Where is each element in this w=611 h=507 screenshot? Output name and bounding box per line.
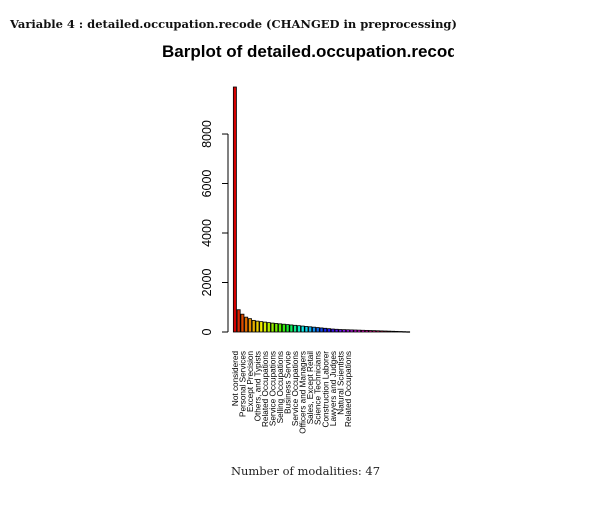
bar — [281, 323, 286, 333]
category-label: Personal Services — [238, 351, 247, 417]
y-tick-label: 6000 — [200, 170, 214, 198]
bar — [368, 330, 373, 333]
bar — [274, 323, 279, 333]
bar — [357, 329, 362, 333]
bars-group — [232, 86, 411, 333]
bar — [240, 313, 245, 333]
modalities-count: Number of modalities: 47 — [230, 464, 381, 478]
bar — [300, 325, 305, 333]
bar — [266, 322, 271, 333]
y-axis: 0 2000 4000 6000 8000 — [200, 120, 229, 335]
category-label: Related Occupations — [344, 351, 353, 427]
y-tick-label: 2000 — [200, 269, 214, 297]
category-label: Natural Scientists — [336, 351, 345, 415]
bar — [338, 329, 343, 333]
category-label: Construction Laborer — [321, 351, 330, 428]
category-label: Sales, Except Retail — [306, 351, 315, 424]
y-tick-label: 0 — [200, 328, 214, 335]
bar — [270, 322, 275, 333]
category-label: Service Occupations — [291, 351, 300, 426]
bar — [330, 328, 335, 333]
bar — [232, 86, 237, 333]
bar — [391, 330, 396, 333]
bar — [293, 324, 298, 333]
bar — [360, 329, 365, 333]
bar — [304, 326, 309, 333]
bar — [236, 309, 241, 333]
bar — [383, 330, 388, 333]
bar — [244, 316, 249, 333]
bar — [308, 326, 313, 333]
bar — [376, 330, 380, 333]
bar — [278, 323, 283, 333]
category-label: Related Occupations — [261, 351, 270, 427]
bar — [342, 329, 347, 333]
y-tick-label: 8000 — [200, 120, 214, 148]
bar — [296, 325, 301, 333]
category-label: Science Technicians — [314, 351, 323, 425]
bar — [312, 326, 316, 333]
bar — [406, 331, 411, 333]
bar — [289, 324, 294, 333]
category-label: Lawyers and Judges — [329, 351, 338, 426]
category-label: Service Occupations — [269, 351, 278, 426]
chart-title: Barplot of detailed.occupation.recode — [162, 42, 467, 61]
bar — [353, 329, 358, 333]
bar — [394, 330, 399, 333]
category-label: Others, and Typists — [253, 351, 262, 421]
variable-header: Variable 4 : detailed.occupation.recode … — [10, 17, 457, 31]
bar — [334, 328, 339, 333]
bar — [402, 331, 407, 333]
bar — [387, 330, 392, 333]
category-label: Not considered — [231, 351, 240, 407]
bar — [255, 320, 260, 333]
bar — [319, 327, 324, 333]
category-label: Business Service — [284, 351, 293, 414]
bar — [345, 329, 350, 333]
bar — [364, 329, 369, 333]
bar — [247, 318, 252, 333]
bar — [327, 328, 331, 333]
category-label: Officers and Managers — [299, 351, 308, 434]
bar — [285, 324, 290, 333]
bar — [315, 327, 320, 333]
bar — [372, 330, 377, 333]
category-label: Except Precision — [246, 351, 255, 412]
bar — [398, 331, 403, 333]
y-tick-label: 4000 — [200, 219, 214, 247]
bar — [263, 321, 267, 333]
bar — [323, 327, 328, 333]
category-label: Selling Occupations — [276, 351, 285, 423]
bar — [251, 319, 256, 333]
bar — [349, 329, 354, 333]
bar — [259, 321, 264, 333]
bar — [379, 330, 384, 333]
